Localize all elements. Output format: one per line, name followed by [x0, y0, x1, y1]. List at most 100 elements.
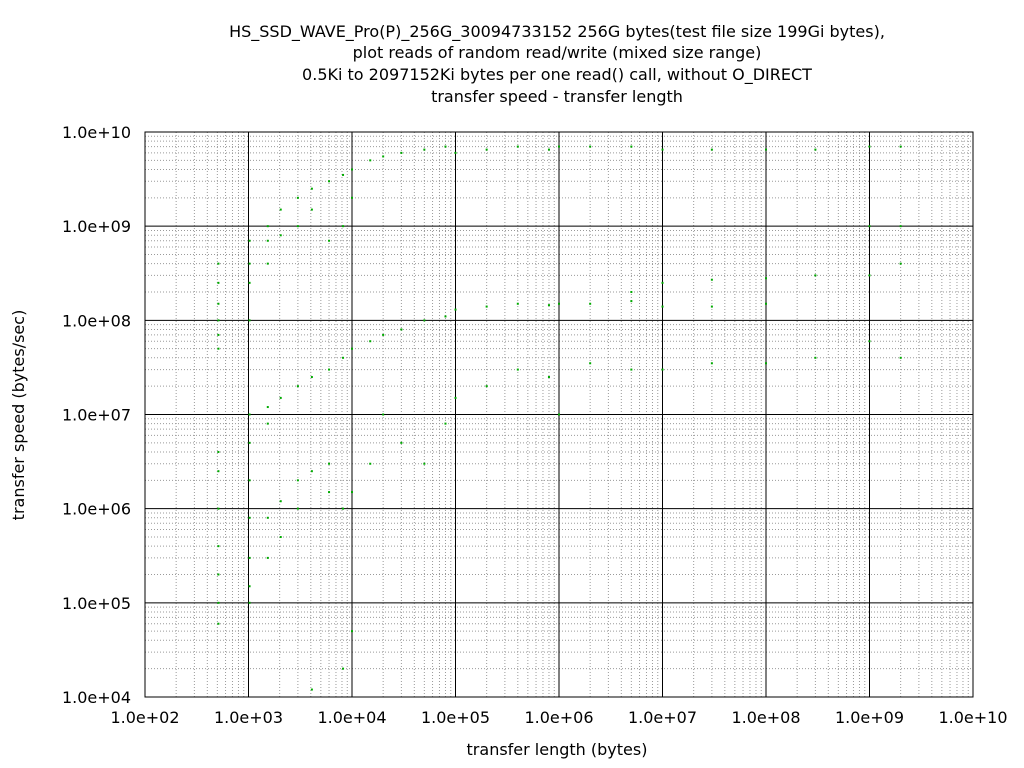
data-point: [328, 368, 331, 371]
data-point: [423, 148, 426, 151]
data-point: [589, 145, 592, 148]
x-tick-label: 1.0e+09: [835, 708, 904, 727]
y-tick-label: 1.0e+08: [62, 311, 131, 330]
data-point: [454, 396, 457, 399]
data-point: [217, 573, 220, 576]
data-point: [266, 262, 269, 265]
data-point: [248, 556, 251, 559]
data-point: [310, 470, 313, 473]
data-point: [516, 145, 519, 148]
data-point: [310, 376, 313, 379]
data-point: [351, 168, 353, 171]
data-point: [279, 500, 282, 503]
data-point: [248, 585, 251, 588]
x-tick-label: 1.0e+03: [214, 708, 283, 727]
y-axis-title: transfer speed (bytes/sec): [9, 310, 28, 521]
data-point: [328, 462, 331, 465]
y-tick-label: 1.0e+04: [62, 688, 131, 707]
data-point: [266, 225, 269, 228]
data-point: [217, 319, 220, 322]
data-point: [765, 148, 767, 151]
x-tick-label: 1.0e+04: [317, 708, 386, 727]
data-point: [868, 225, 871, 228]
data-point: [217, 262, 220, 265]
x-tick-label: 1.0e+06: [524, 708, 593, 727]
data-point: [558, 413, 560, 416]
data-point: [351, 347, 353, 350]
data-point: [454, 151, 457, 154]
data-point: [328, 180, 331, 183]
data-point: [266, 406, 269, 409]
chart-title-line-3: 0.5Ki to 2097152Ki bytes per one read() …: [302, 65, 812, 85]
data-point: [328, 239, 331, 242]
data-point: [899, 145, 902, 148]
data-point: [369, 462, 372, 465]
data-point: [661, 305, 664, 308]
plot-grid: [145, 132, 973, 697]
data-point: [328, 491, 331, 494]
x-tick-label: 1.0e+02: [110, 708, 179, 727]
data-point: [217, 450, 220, 453]
data-point: [382, 413, 385, 416]
data-point: [279, 396, 282, 399]
data-point: [369, 340, 372, 343]
data-point: [217, 507, 220, 510]
data-point: [400, 151, 403, 154]
chart-title-line-4: transfer speed - transfer length: [431, 87, 683, 106]
data-point: [547, 376, 550, 379]
data-point: [279, 536, 282, 539]
data-point: [516, 368, 519, 371]
data-point: [217, 545, 220, 548]
data-point: [710, 362, 713, 365]
data-point: [266, 516, 269, 519]
data-point: [248, 239, 251, 242]
data-point: [589, 362, 592, 365]
data-point: [710, 305, 713, 308]
data-point: [444, 422, 447, 425]
data-point: [814, 148, 817, 151]
data-point: [485, 305, 488, 308]
chart-title: HS_SSD_WAVE_Pro(P)_256G_30094733152 256G…: [229, 22, 885, 106]
data-point: [454, 308, 457, 311]
data-point: [351, 491, 353, 494]
plot-frame: [144, 131, 974, 698]
data-point: [661, 148, 664, 151]
data-point: [248, 319, 251, 322]
data-point: [899, 262, 902, 265]
data-point: [248, 262, 251, 265]
data-point: [558, 302, 560, 305]
data-point: [266, 422, 269, 425]
data-point: [589, 302, 592, 305]
data-point: [444, 315, 447, 318]
data-point: [248, 479, 251, 482]
data-point: [661, 368, 664, 371]
data-point: [765, 302, 767, 305]
x-tick-label: 1.0e+08: [731, 708, 800, 727]
data-point: [342, 667, 345, 670]
data-point: [485, 385, 488, 388]
data-point: [868, 274, 871, 277]
data-point: [547, 148, 550, 151]
data-point: [296, 225, 299, 228]
data-point: [217, 333, 220, 336]
data-point: [382, 333, 385, 336]
data-point: [630, 145, 633, 148]
data-point: [765, 277, 767, 280]
data-point: [400, 441, 403, 444]
data-point: [279, 234, 282, 237]
data-point: [342, 507, 345, 510]
y-tick-label: 1.0e+06: [62, 500, 131, 519]
data-point: [217, 622, 220, 625]
data-point: [351, 196, 353, 199]
data-point: [217, 470, 220, 473]
x-tick-label: 1.0e+10: [938, 708, 1007, 727]
data-point: [310, 688, 313, 691]
x-tick-label: 1.0e+05: [421, 708, 490, 727]
y-tick-label: 1.0e+07: [62, 406, 131, 425]
data-point: [423, 319, 426, 322]
data-point: [248, 413, 251, 416]
data-point: [444, 145, 447, 148]
data-point: [342, 173, 345, 176]
data-points: [217, 145, 902, 691]
data-point: [296, 196, 299, 199]
